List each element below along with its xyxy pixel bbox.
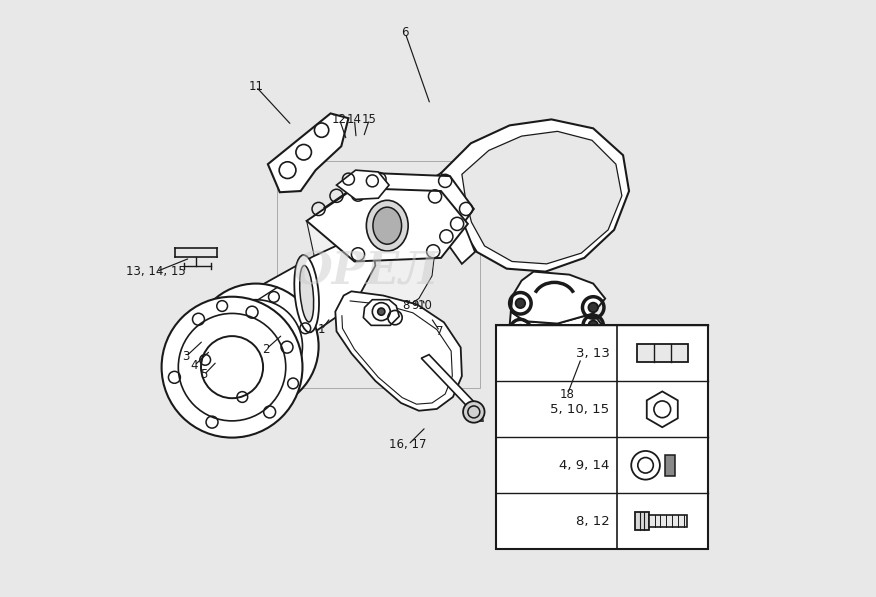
Text: 13, 14, 15: 13, 14, 15: [126, 265, 186, 278]
Text: 11: 11: [249, 80, 264, 93]
Text: 5, 10, 15: 5, 10, 15: [550, 403, 610, 416]
Polygon shape: [441, 119, 629, 272]
Circle shape: [161, 297, 302, 438]
Text: 6: 6: [401, 26, 409, 39]
Polygon shape: [462, 131, 622, 264]
Circle shape: [632, 451, 660, 479]
Polygon shape: [325, 173, 474, 246]
Polygon shape: [421, 355, 477, 408]
Bar: [637, 344, 688, 362]
Polygon shape: [336, 170, 389, 199]
Circle shape: [463, 401, 484, 423]
Text: 2: 2: [262, 343, 270, 356]
Text: 8: 8: [403, 299, 410, 312]
Ellipse shape: [300, 266, 314, 322]
Text: 15: 15: [362, 113, 377, 126]
Polygon shape: [431, 173, 475, 264]
Text: 16, 17: 16, 17: [390, 438, 427, 451]
Circle shape: [516, 325, 526, 334]
Text: 10: 10: [418, 299, 432, 312]
Text: 9: 9: [412, 299, 419, 312]
Circle shape: [589, 303, 598, 312]
Text: 3: 3: [182, 350, 190, 363]
Bar: [648, 515, 688, 527]
Text: 4, 9, 14: 4, 9, 14: [559, 458, 610, 472]
Polygon shape: [307, 203, 435, 313]
Polygon shape: [307, 188, 468, 261]
Text: ОРЕЛ: ОРЕЛ: [293, 250, 439, 293]
Text: 3, 13: 3, 13: [576, 347, 610, 360]
Circle shape: [516, 298, 526, 308]
Polygon shape: [336, 291, 462, 411]
Polygon shape: [364, 300, 399, 325]
Text: 7: 7: [436, 325, 443, 338]
Text: 8, 12: 8, 12: [576, 515, 610, 528]
Ellipse shape: [366, 201, 408, 251]
Polygon shape: [510, 312, 602, 343]
Polygon shape: [496, 325, 708, 549]
Text: 5: 5: [201, 368, 208, 381]
Circle shape: [194, 284, 319, 409]
Circle shape: [378, 308, 385, 315]
Text: 1: 1: [318, 323, 325, 336]
FancyBboxPatch shape: [635, 512, 648, 530]
Bar: [665, 454, 675, 476]
Text: 18: 18: [560, 387, 575, 401]
Text: 12: 12: [332, 113, 347, 126]
Polygon shape: [259, 239, 375, 406]
Polygon shape: [268, 113, 349, 192]
Polygon shape: [511, 272, 605, 324]
Text: 4: 4: [191, 359, 198, 372]
Circle shape: [589, 321, 598, 330]
Ellipse shape: [373, 207, 401, 244]
Text: 14: 14: [347, 113, 362, 126]
Ellipse shape: [294, 255, 319, 333]
